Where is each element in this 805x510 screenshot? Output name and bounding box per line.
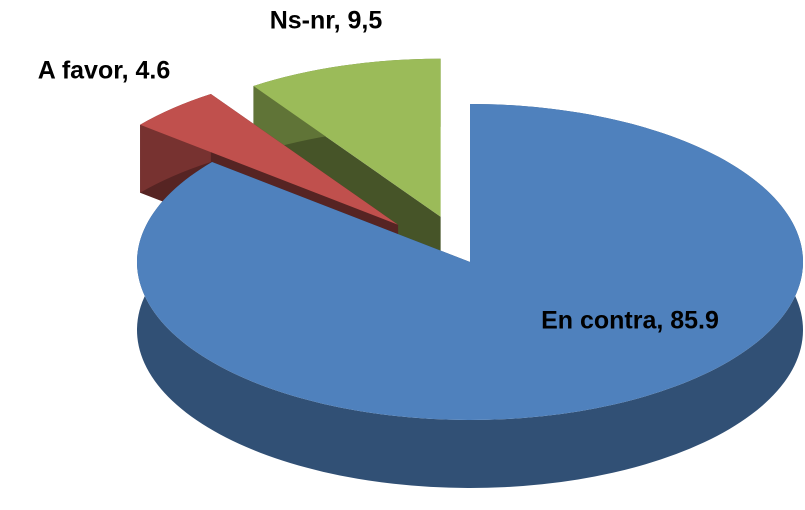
data-label: Ns-nr, 9,5 [270,7,383,35]
slice [140,94,399,225]
slice [136,104,803,421]
data-label: En contra, 85.9 [541,307,719,335]
slice [253,58,441,217]
data-label: A favor, 4.6 [38,57,170,85]
